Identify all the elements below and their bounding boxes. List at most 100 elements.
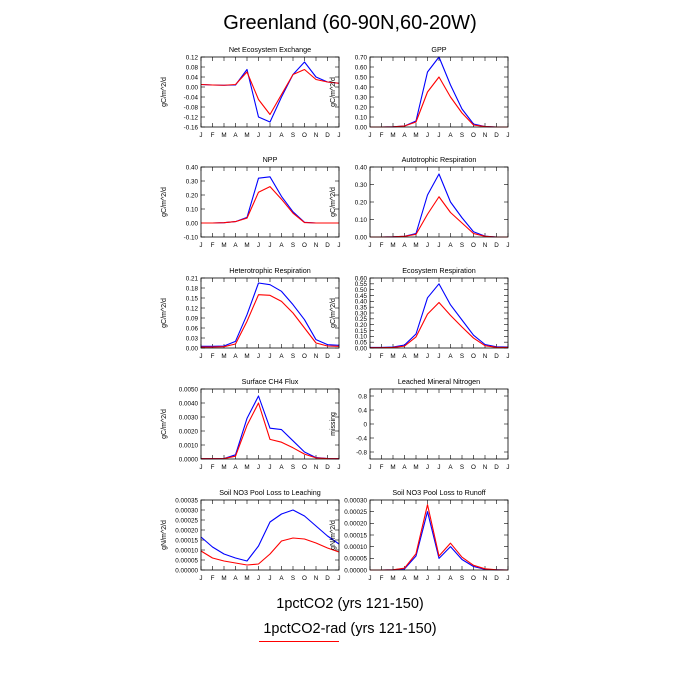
x-tick-label: A <box>402 575 407 582</box>
y-tick-label: 0.20 <box>186 192 199 199</box>
series-line-a <box>200 61 340 123</box>
x-tick-label: D <box>325 353 330 360</box>
x-tick-label: J <box>199 353 202 360</box>
series-line-b <box>201 294 340 348</box>
y-axis-label: gN/m^2/d <box>330 520 337 550</box>
y-tick-label: 0.00030 <box>175 507 198 514</box>
x-tick-label: M <box>244 242 249 249</box>
chart-panel-10: Soil NO3 Pool Loss to Runoff gN/m^2/d 0.00… <box>330 488 510 582</box>
x-tick-label: A <box>402 353 407 360</box>
x-tick-label: D <box>325 575 330 582</box>
x-tick-label: J <box>437 464 440 471</box>
x-tick-label: A <box>448 242 453 249</box>
y-axis-label: gN/m^2/d <box>161 520 168 550</box>
x-tick-label: A <box>233 575 238 582</box>
y-tick-label: 0.60 <box>355 64 368 71</box>
y-tick-label: 0.40 <box>355 164 368 171</box>
series-line-a <box>201 282 340 347</box>
x-tick-label: J <box>337 242 340 249</box>
x-tick-label: N <box>314 132 319 139</box>
x-tick-label: N <box>314 353 319 360</box>
x-tick-label: O <box>302 575 307 582</box>
x-tick-label: O <box>471 575 476 582</box>
x-tick-label: F <box>211 464 215 471</box>
y-tick-label: 0.00 <box>355 234 368 241</box>
chart-panel-7: Surface CH4 Flux gC/m^2/d 0.0000 0.0010 0.00… <box>161 377 341 471</box>
chart-panel-2: GPP gC/m^2/d 0.00 0.10 0.20 0.30 0.40 0.50 0.60 0… <box>330 45 510 139</box>
y-tick-label: 0.40 <box>355 299 368 306</box>
x-tick-label: J <box>506 464 509 471</box>
y-tick-label: 0.12 <box>186 305 199 312</box>
x-tick-label: F <box>211 353 215 360</box>
y-axis-label: gC/m^2/d <box>161 187 168 217</box>
x-tick-label: M <box>390 132 395 139</box>
y-tick-label: 0.05 <box>355 339 368 346</box>
x-tick-label: J <box>337 132 340 139</box>
y-tick-label: -0.16 <box>184 124 199 131</box>
legend-series-b: 1pctCO2-rad (yrs 121-150) <box>263 621 437 637</box>
x-tick-label: J <box>426 132 429 139</box>
y-tick-label: 0.30 <box>355 94 368 101</box>
x-tick-label: A <box>402 132 407 139</box>
x-tick-label: J <box>337 353 340 360</box>
y-tick-label: -0.4 <box>356 435 367 442</box>
y-tick-label: 0.0040 <box>179 400 199 407</box>
x-tick-label: J <box>506 353 509 360</box>
x-tick-label: O <box>471 464 476 471</box>
x-tick-label: J <box>368 464 371 471</box>
x-tick-label: M <box>413 242 418 249</box>
chart-title: Autotrophic Respiration <box>402 155 477 164</box>
series-line-a <box>200 509 340 562</box>
y-tick-label: 0.4 <box>358 407 367 414</box>
x-tick-label: O <box>471 353 476 360</box>
x-tick-label: J <box>437 575 440 582</box>
x-tick-label: J <box>337 464 340 471</box>
x-tick-label: N <box>314 464 319 471</box>
chart-panel-9: Soil NO3 Pool Loss to Leaching gN/m^2/d 0.… <box>161 488 341 582</box>
y-tick-label: 0.30 <box>186 178 199 185</box>
x-tick-label: N <box>314 575 319 582</box>
y-tick-label: 0.45 <box>355 293 368 300</box>
y-axis-label: gC/m^2/d <box>161 77 168 107</box>
x-tick-label: M <box>221 242 226 249</box>
series-line-a <box>201 395 340 460</box>
x-tick-label: S <box>460 242 464 249</box>
x-tick-label: D <box>494 575 499 582</box>
y-tick-label: -0.8 <box>356 449 367 456</box>
x-tick-label: S <box>460 353 464 360</box>
x-tick-label: J <box>199 132 202 139</box>
series-line-b <box>370 504 509 571</box>
x-tick-label: D <box>325 242 330 249</box>
y-tick-label: 0.00025 <box>175 517 198 524</box>
x-tick-label: F <box>380 353 384 360</box>
y-tick-label: -0.04 <box>184 94 199 101</box>
x-tick-label: O <box>471 132 476 139</box>
x-tick-label: J <box>199 464 202 471</box>
chart-title: Soil NO3 Pool Loss to Leaching <box>219 488 321 497</box>
x-tick-label: M <box>413 575 418 582</box>
x-tick-label: J <box>257 464 260 471</box>
x-tick-label: J <box>426 464 429 471</box>
y-tick-label: 0.00 <box>186 84 199 91</box>
x-tick-label: M <box>244 464 249 471</box>
x-tick-label: O <box>302 353 307 360</box>
y-tick-label: 0.40 <box>355 84 368 91</box>
x-tick-label: J <box>506 242 509 249</box>
x-tick-label: M <box>390 464 395 471</box>
x-tick-label: O <box>302 242 307 249</box>
x-tick-label: J <box>506 575 509 582</box>
x-tick-label: J <box>437 242 440 249</box>
x-tick-label: M <box>413 132 418 139</box>
x-tick-label: J <box>257 132 260 139</box>
x-tick-label: M <box>413 353 418 360</box>
series-line-b <box>201 402 340 460</box>
page-title: Greenland (60-90N,60-20W) <box>223 12 477 34</box>
y-tick-label: 0.30 <box>355 182 368 189</box>
y-tick-label: 0.00 <box>186 220 199 227</box>
y-tick-label: 0.00000 <box>344 567 367 574</box>
x-tick-label: A <box>279 464 284 471</box>
x-tick-label: D <box>325 132 330 139</box>
chart-panel-6: Ecosystem RespirationgC/m^2/d0.000.050.1… <box>330 266 510 360</box>
x-tick-label: M <box>244 575 249 582</box>
